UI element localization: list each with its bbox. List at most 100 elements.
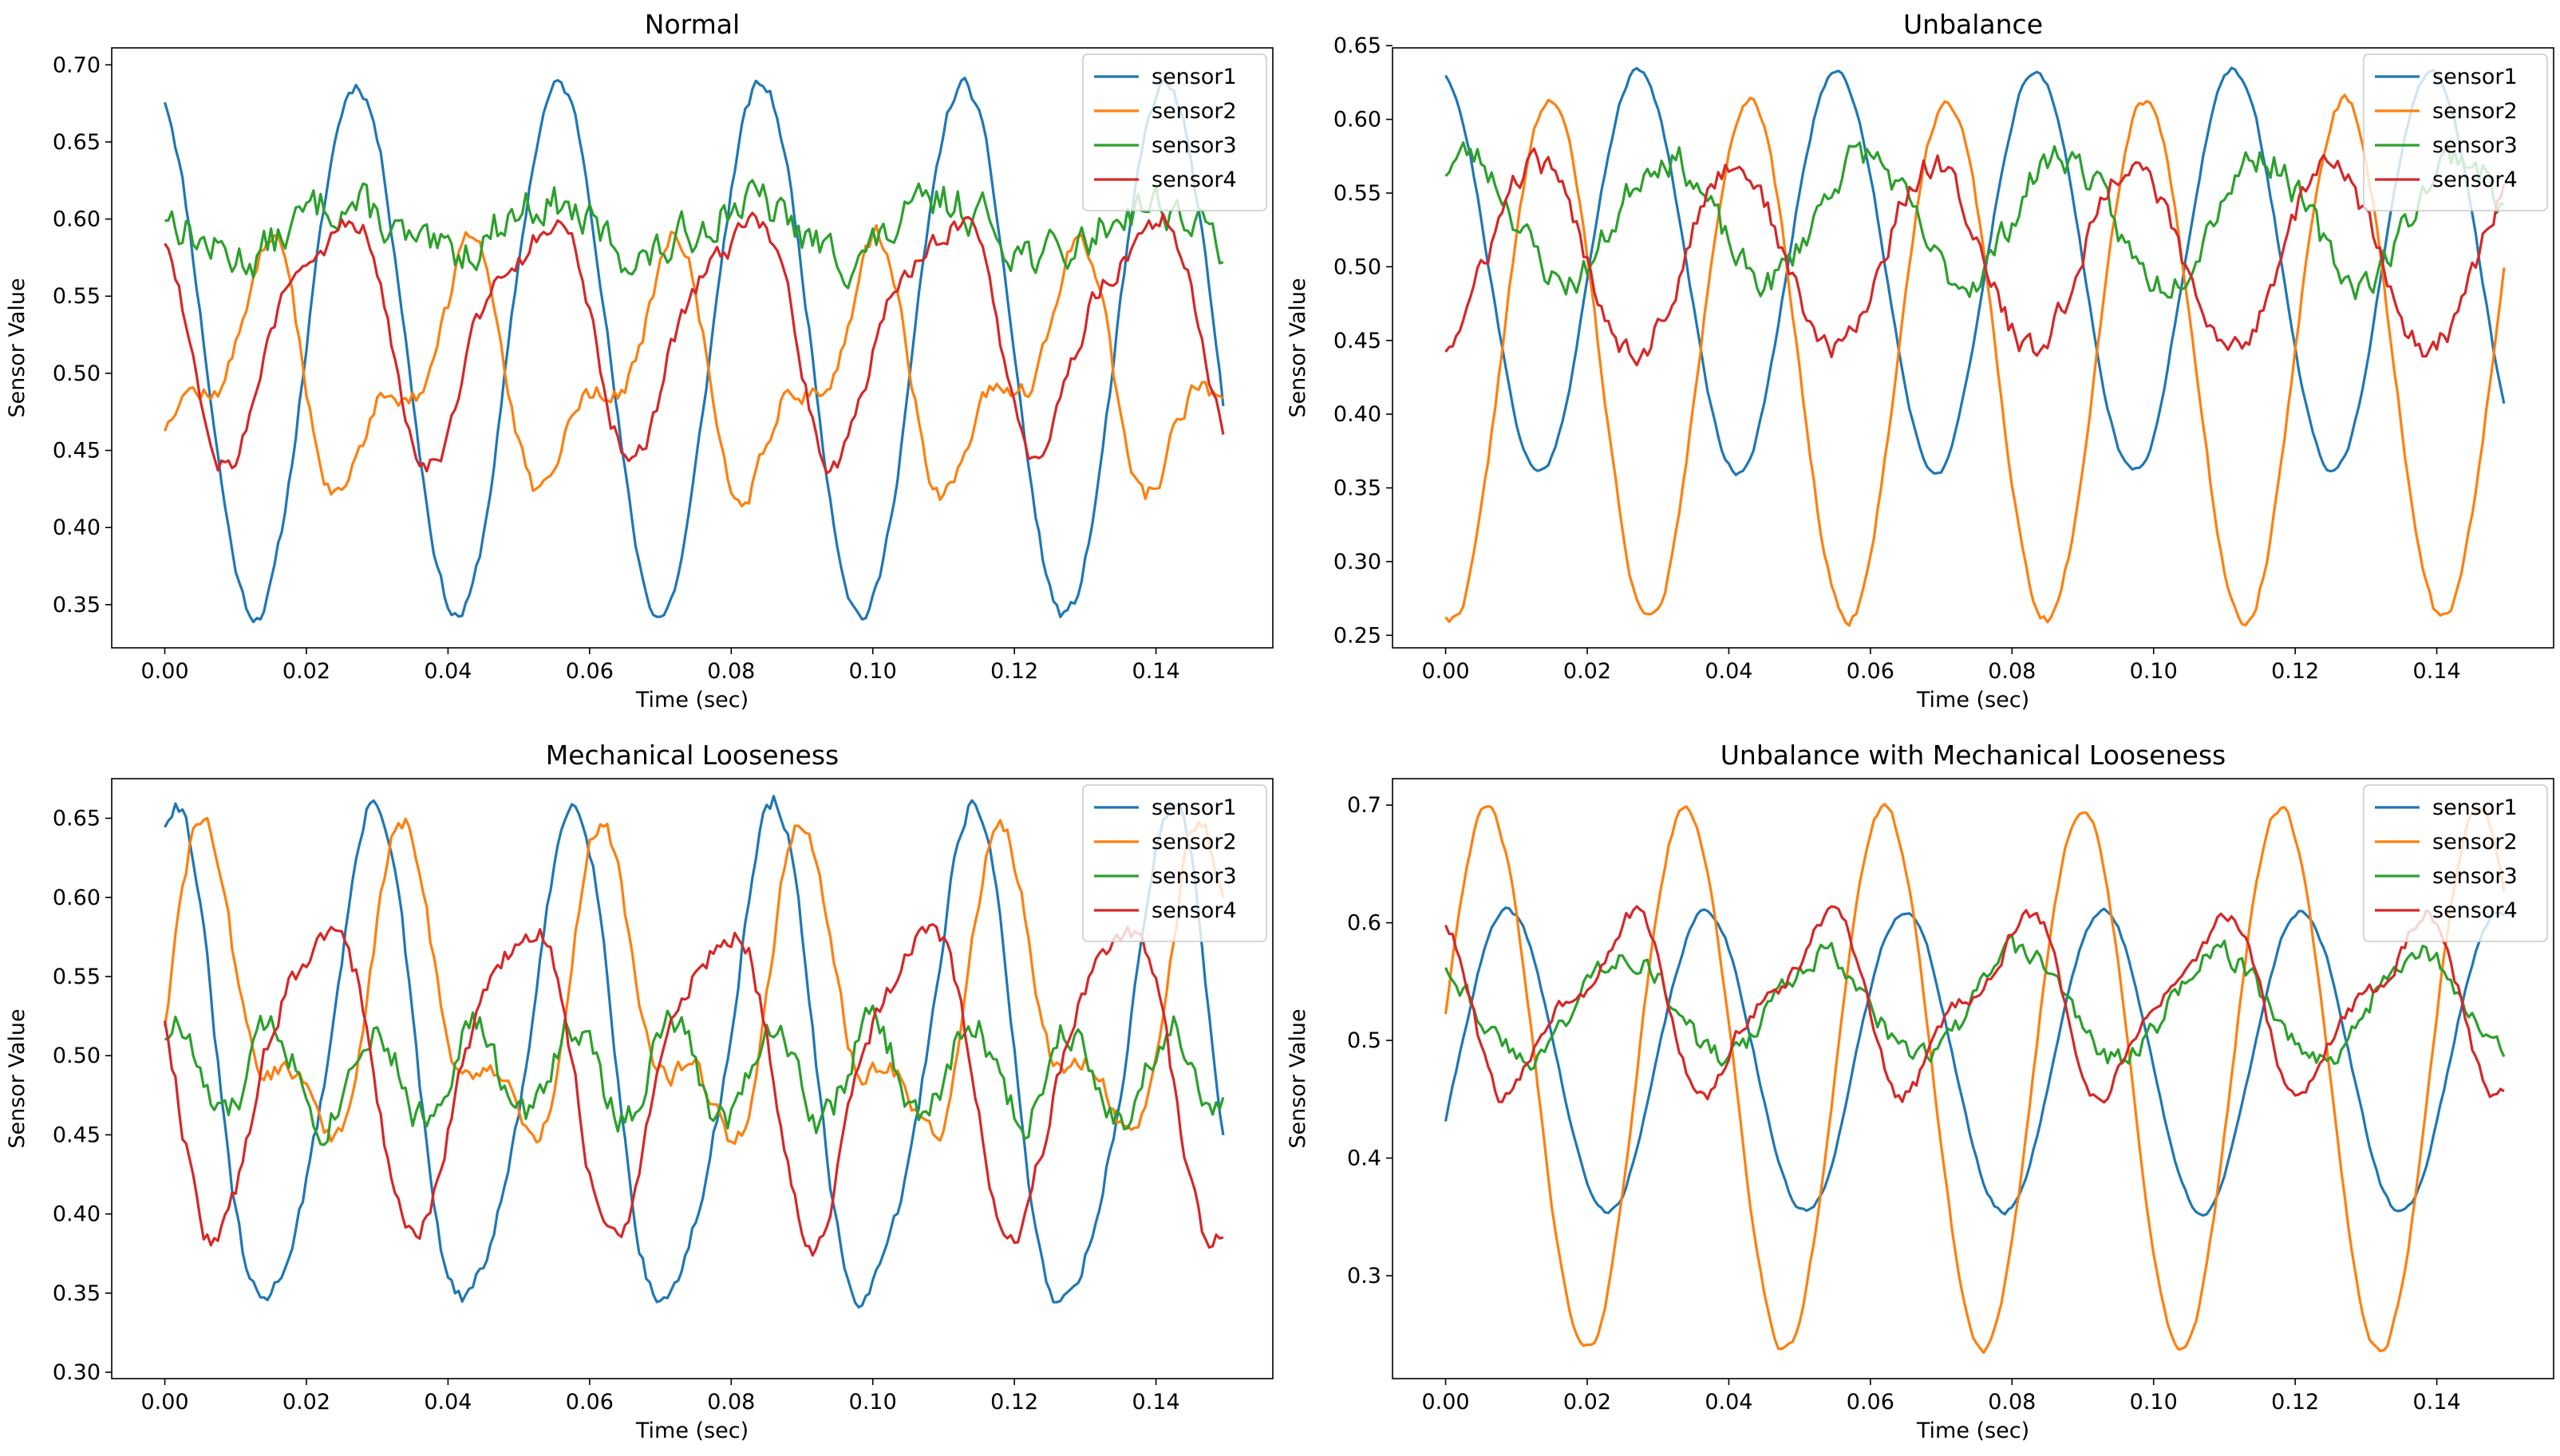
series-line-sensor2 — [1444, 93, 2506, 627]
y-tick-label: 0.50 — [53, 1044, 101, 1068]
x-tick-label: 0.12 — [990, 659, 1038, 684]
legend-label-sensor4: sensor4 — [1152, 168, 1237, 192]
x-tick-label: 0.12 — [2271, 1390, 2319, 1415]
y-tick-label: 0.35 — [53, 593, 101, 618]
legend-label-sensor2: sensor2 — [2432, 830, 2518, 854]
y-tick-label: 0.50 — [1333, 255, 1381, 279]
legend-label-sensor3: sensor3 — [1152, 133, 1237, 158]
series-line-sensor1 — [163, 77, 1225, 624]
y-tick-label: 0.70 — [53, 53, 101, 77]
y-tick-label: 0.45 — [1333, 329, 1381, 353]
series-line-sensor4 — [164, 211, 1225, 475]
x-axis-label: Time (sec) — [635, 688, 749, 712]
series-line-sensor3 — [164, 1004, 1225, 1146]
x-tick-label: 0.02 — [1563, 659, 1611, 684]
x-tick-label: 0.04 — [424, 659, 472, 684]
axes-frame — [111, 47, 1274, 649]
series-line-sensor4 — [1444, 905, 2505, 1104]
legend-box — [1082, 784, 1267, 942]
series-line-sensor2 — [163, 816, 1225, 1146]
y-tick-label: 0.4 — [1347, 1146, 1381, 1171]
legend: sensor1 sensor2 sensor3 sensor4 — [2363, 53, 2548, 211]
x-tick-label: 0.14 — [1132, 1390, 1180, 1415]
x-tick-label: 0.08 — [707, 1390, 755, 1415]
y-tick-label: 0.3 — [1347, 1264, 1381, 1288]
plot-area — [1444, 803, 2506, 1355]
x-tick-label: 0.02 — [282, 659, 330, 684]
legend: sensor1 sensor2 sensor3 sensor4 — [1082, 784, 1267, 942]
chart-panel-3: Mechanical Looseness 0.00 0.02 0.04 0.06 0.08… — [5, 740, 1274, 1443]
y-tick-label: 0.60 — [53, 207, 101, 232]
legend-label-sensor1: sensor1 — [1152, 795, 1237, 820]
legend-label-sensor2: sensor2 — [2432, 99, 2518, 124]
x-tick-label: 0.02 — [1563, 1390, 1611, 1415]
y-tick-label: 0.30 — [1333, 550, 1381, 574]
legend-label-sensor3: sensor3 — [1152, 864, 1237, 889]
y-tick-label: 0.30 — [53, 1360, 101, 1385]
legend-label-sensor2: sensor2 — [1152, 830, 1237, 854]
x-tick-label: 0.06 — [566, 659, 614, 684]
chart-panel-1: Normal 0.00 0.02 0.04 0.06 0.08 0.10 0.12 0.14 0.… — [5, 9, 1274, 712]
legend-label-sensor1: sensor1 — [1152, 65, 1237, 89]
x-tick-label: 0.12 — [2271, 659, 2319, 684]
y-tick-label: 0.55 — [1333, 181, 1381, 206]
x-tick-label: 0.08 — [1988, 1390, 2036, 1415]
series-line-sensor3 — [1444, 141, 2505, 301]
y-tick-label: 0.55 — [53, 965, 101, 989]
y-tick-label: 0.65 — [53, 807, 101, 831]
series-line-sensor4 — [1444, 147, 2506, 367]
chart-title: Normal — [645, 9, 740, 40]
series-line-sensor2 — [164, 223, 1224, 508]
y-axis-label: Sensor Value — [1286, 1008, 1310, 1148]
y-tick-label: 0.6 — [1347, 911, 1381, 936]
y-tick-label: 0.55 — [53, 284, 101, 309]
x-tick-label: 0.00 — [140, 1390, 188, 1415]
plot-area — [163, 77, 1225, 624]
legend-label-sensor4: sensor4 — [2432, 168, 2518, 192]
x-tick-label: 0.00 — [140, 659, 188, 684]
y-tick-label: 0.35 — [1333, 476, 1381, 501]
series-line-sensor3 — [1444, 933, 2506, 1071]
x-tick-label: 0.10 — [849, 659, 897, 684]
y-tick-label: 0.50 — [53, 361, 101, 386]
legend-box — [2363, 784, 2548, 942]
y-tick-label: 0.65 — [53, 130, 101, 155]
y-tick-label: 0.60 — [53, 886, 101, 910]
legend-label-sensor1: sensor1 — [2432, 795, 2518, 820]
x-tick-label: 0.04 — [1705, 659, 1752, 684]
legend-box — [2363, 53, 2548, 211]
legend-label-sensor4: sensor4 — [1152, 898, 1237, 923]
x-tick-label: 0.06 — [1847, 659, 1894, 684]
chart-title: Unbalance with Mechanical Looseness — [1720, 740, 2226, 771]
series-line-sensor1 — [1444, 66, 2506, 476]
series-line-sensor2 — [1444, 803, 2506, 1355]
x-tick-label: 0.14 — [2413, 659, 2461, 684]
legend-label-sensor3: sensor3 — [2432, 864, 2518, 889]
series-line-sensor1 — [164, 795, 1225, 1309]
y-axis-label: Sensor Value — [5, 278, 30, 417]
x-tick-label: 0.02 — [282, 1390, 330, 1415]
x-tick-label: 0.04 — [1705, 1390, 1752, 1415]
x-tick-label: 0.08 — [707, 659, 755, 684]
axes-frame — [111, 778, 1274, 1379]
plot-area — [1444, 66, 2506, 627]
y-tick-label: 0.60 — [1333, 108, 1381, 132]
axes-frame — [1392, 47, 2554, 649]
x-tick-label: 0.04 — [424, 1390, 472, 1415]
x-tick-label: 0.00 — [1421, 659, 1469, 684]
series-line-sensor4 — [163, 923, 1224, 1257]
series-line-sensor1 — [1444, 906, 2505, 1217]
chart-panel-2: Unbalance 0.00 0.02 0.04 0.06 0.08 0.10 0.12 0.1… — [1286, 9, 2554, 712]
x-tick-label: 0.06 — [1847, 1390, 1894, 1415]
y-tick-label: 0.7 — [1347, 793, 1381, 818]
series-line-sensor3 — [164, 179, 1224, 290]
x-axis-label: Time (sec) — [1916, 1419, 2029, 1443]
x-tick-label: 0.14 — [1132, 659, 1180, 684]
axes-frame — [1392, 778, 2554, 1379]
chart-title: Unbalance — [1903, 9, 2043, 40]
y-axis-label: Sensor Value — [5, 1008, 30, 1148]
x-tick-label: 0.06 — [566, 1390, 614, 1415]
x-tick-label: 0.00 — [1421, 1390, 1469, 1415]
x-axis-label: Time (sec) — [635, 1419, 749, 1443]
plot-area — [163, 795, 1225, 1309]
